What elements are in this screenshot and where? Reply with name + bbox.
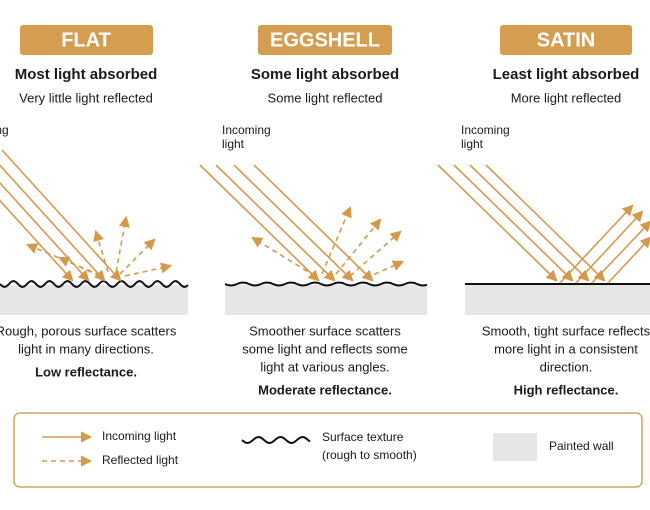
description: Smoother surface scatters xyxy=(249,323,401,338)
legend-texture xyxy=(241,436,311,444)
incoming-arrow xyxy=(469,164,590,282)
description: light at various angles. xyxy=(260,359,389,374)
incoming-arrow xyxy=(253,164,374,282)
incoming-label: Incoming xyxy=(0,123,9,137)
incoming-arrow xyxy=(199,164,320,282)
incoming-arrow xyxy=(575,210,644,284)
subheading: Some light reflected xyxy=(268,90,383,105)
description: more light in a consistent xyxy=(494,341,638,356)
subheading: More light reflected xyxy=(511,90,622,105)
legend-label: Surface texture xyxy=(322,430,404,444)
incoming-arrow xyxy=(215,164,336,282)
incoming-arrow xyxy=(233,164,354,282)
heading: Most light absorbed xyxy=(15,66,158,83)
incoming-arrow xyxy=(0,164,106,282)
surface xyxy=(224,281,428,287)
incoming-arrow xyxy=(453,164,574,282)
legend-wall xyxy=(493,433,537,461)
description: light in many directions. xyxy=(18,341,154,356)
reflected-arrow xyxy=(119,238,156,275)
reflected-arrow xyxy=(335,218,382,275)
incoming-arrow xyxy=(1,149,122,282)
reflected-arrow xyxy=(93,229,109,273)
reflected-arrow xyxy=(349,230,402,277)
legend-label: (rough to smooth) xyxy=(322,448,417,462)
legend-label: Incoming light xyxy=(102,429,177,443)
incoming-arrow xyxy=(437,164,558,282)
legend-label: Painted wall xyxy=(549,439,614,453)
incoming-arrow xyxy=(607,236,650,284)
badge xyxy=(258,25,392,55)
badge-text: EGGSHELL xyxy=(270,29,380,51)
painted-wall xyxy=(465,285,650,315)
description: some light and reflects some xyxy=(242,341,407,356)
incoming-label: light xyxy=(461,137,484,151)
badge-text: FLAT xyxy=(61,29,111,51)
description: Smooth, tight surface reflects xyxy=(482,323,650,338)
incoming-arrow xyxy=(591,220,650,284)
incoming-arrow xyxy=(0,199,74,282)
badge xyxy=(20,25,153,55)
reflectance: Moderate reflectance. xyxy=(258,382,392,397)
surface xyxy=(0,280,189,288)
painted-wall xyxy=(0,285,188,315)
incoming-arrow xyxy=(485,164,606,282)
reflected-arrow xyxy=(321,205,352,275)
badge-text: SATIN xyxy=(537,29,596,51)
heading: Some light absorbed xyxy=(251,66,399,83)
incoming-label: Incoming xyxy=(461,123,510,137)
legend-label: Reflected light xyxy=(102,453,179,467)
painted-wall xyxy=(225,285,427,315)
heading: Least light absorbed xyxy=(493,66,640,83)
subheading: Very little light reflected xyxy=(19,90,153,105)
reflected-arrow xyxy=(124,262,173,277)
description: direction. xyxy=(540,359,593,374)
reflected-arrow xyxy=(57,256,101,277)
legend-box xyxy=(13,412,643,488)
reflectance: High reflectance. xyxy=(514,382,619,397)
incoming-label: light xyxy=(222,137,245,151)
reflected-arrow xyxy=(365,260,405,279)
description: Rough, porous surface scatters xyxy=(0,323,177,338)
badge xyxy=(500,25,632,55)
incoming-arrow xyxy=(559,204,634,284)
incoming-label: Incoming xyxy=(222,123,271,137)
reflected-arrow xyxy=(115,215,130,273)
reflected-arrow xyxy=(251,236,316,277)
reflectance: Low reflectance. xyxy=(35,364,137,379)
